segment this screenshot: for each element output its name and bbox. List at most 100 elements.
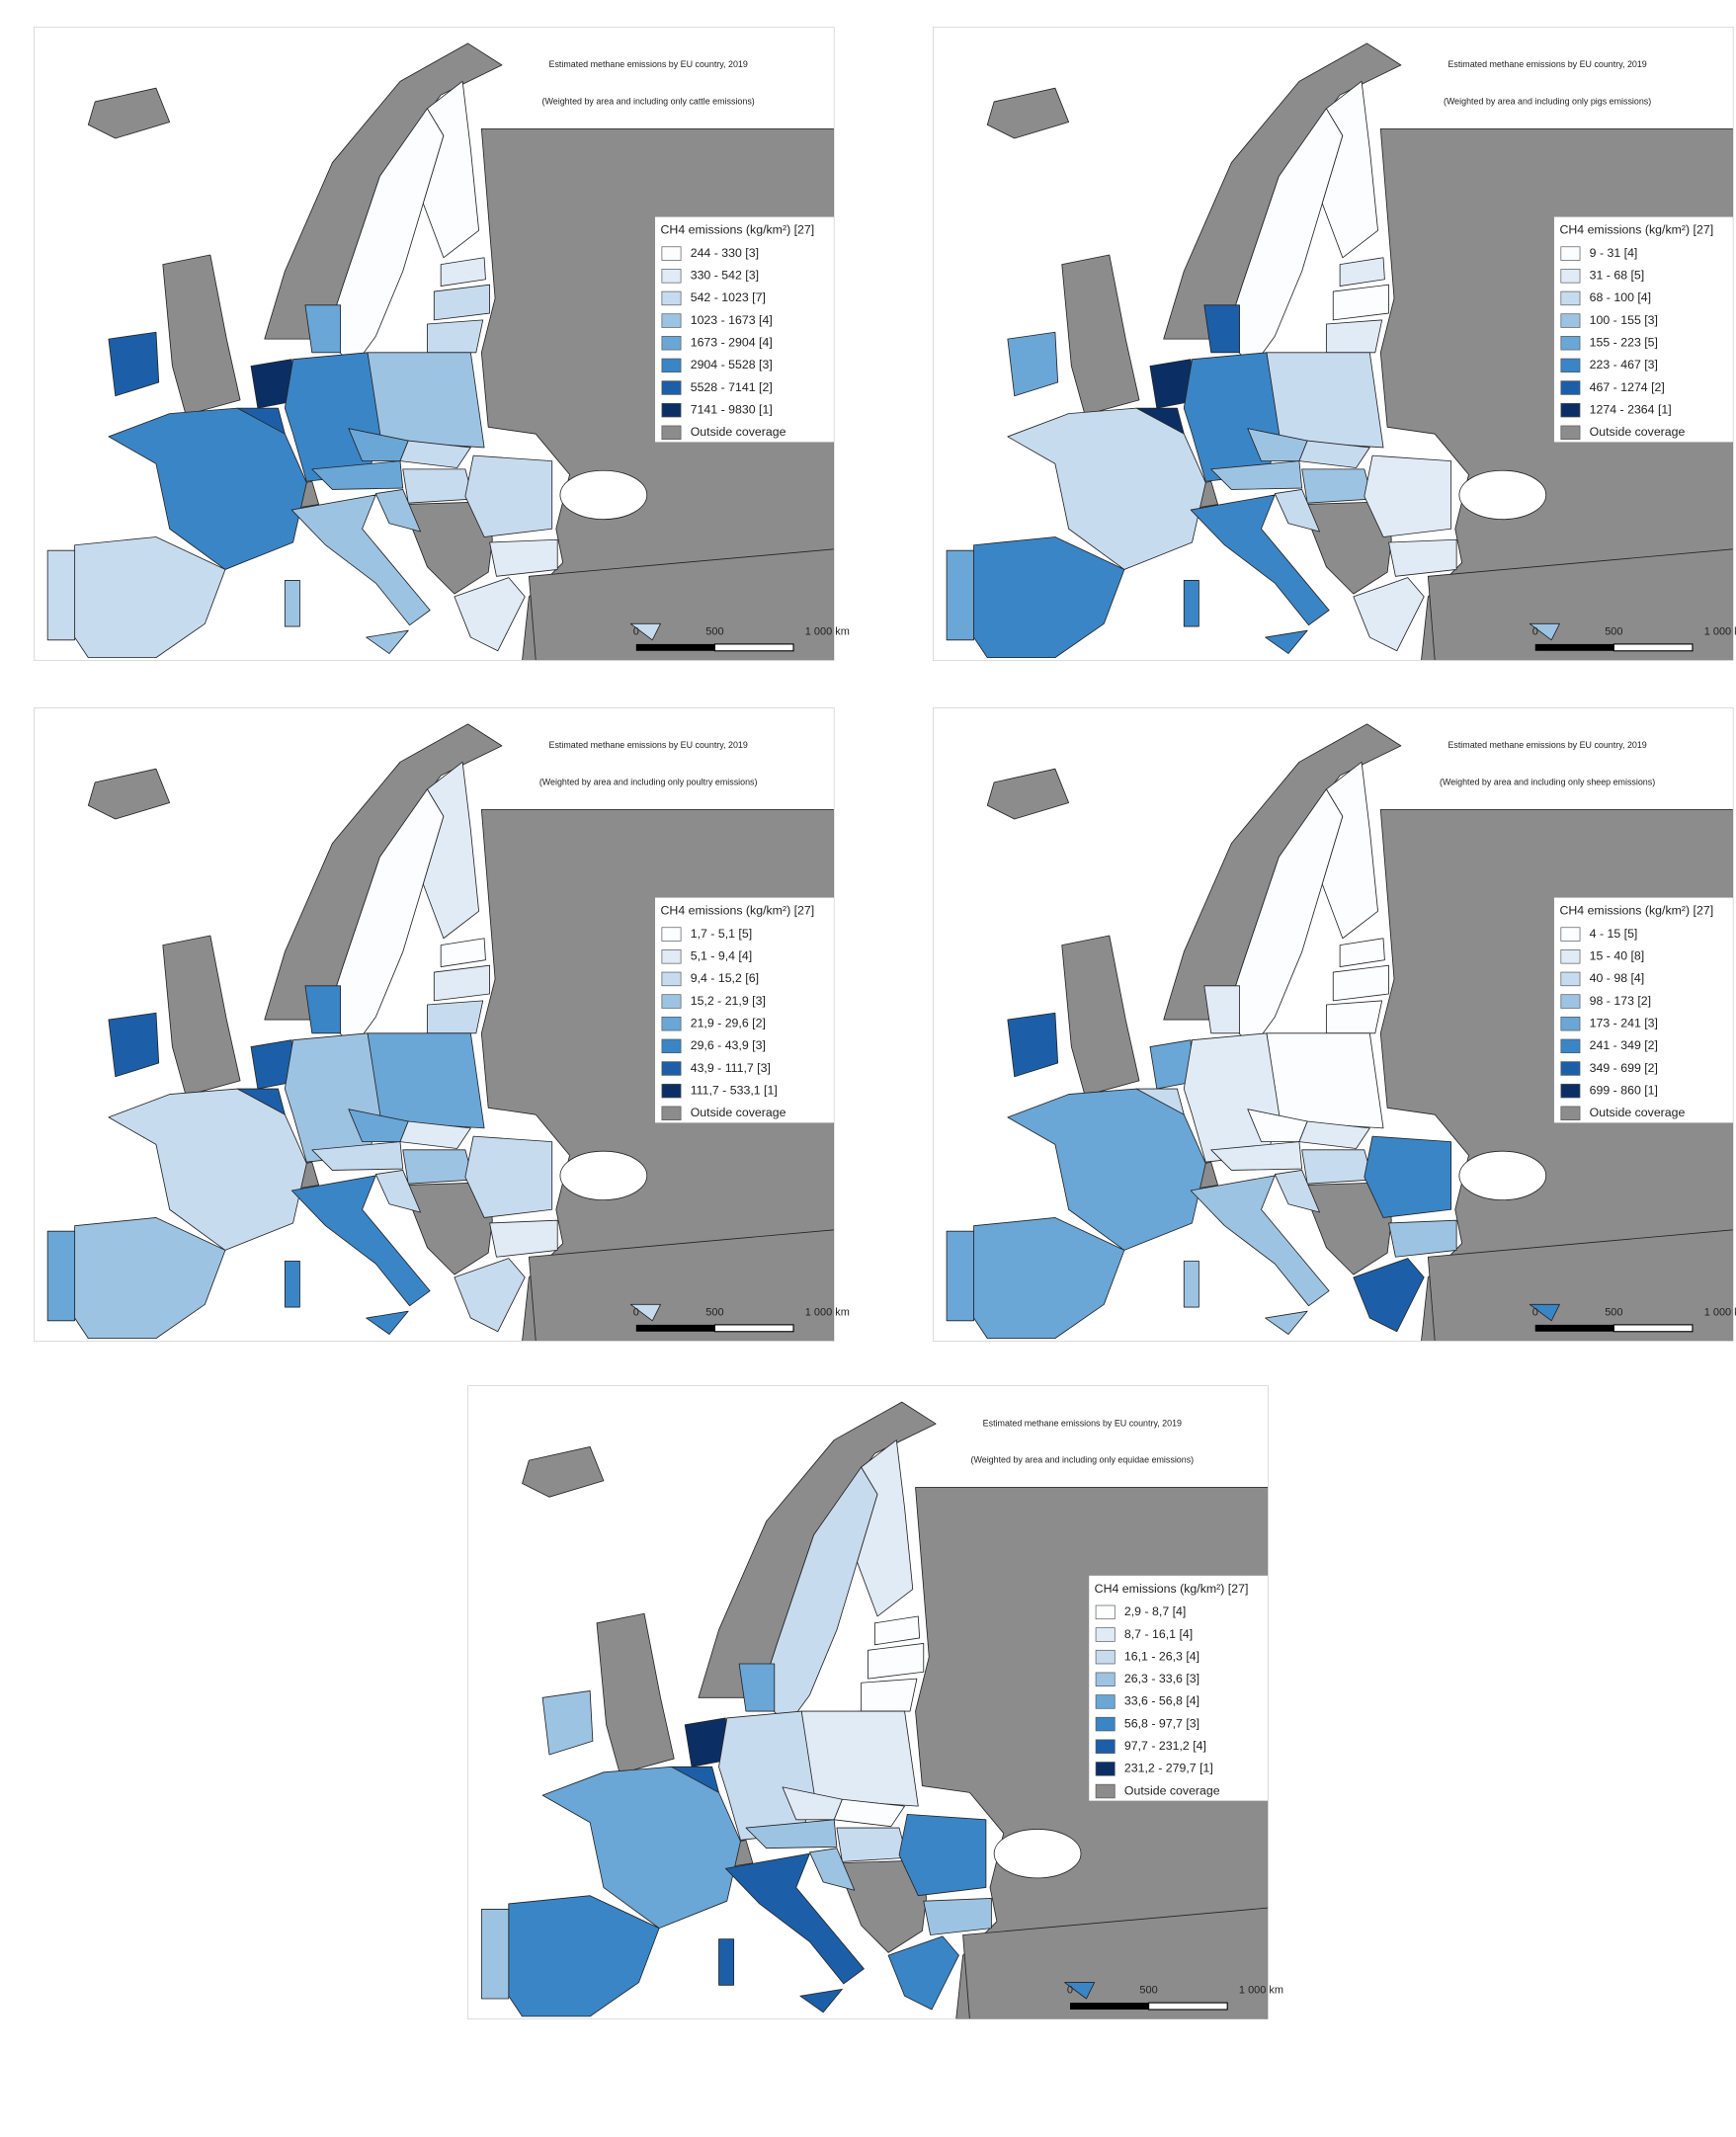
country: [799, 1988, 843, 2014]
legend-label: 467 - 1274 [2]: [1590, 380, 1665, 394]
country: [1325, 319, 1383, 354]
country: [290, 1175, 431, 1307]
scale-label: 500: [1139, 1985, 1157, 1997]
legend-label: Outside coverage: [1124, 1783, 1220, 1797]
legend-label: 1673 - 2904 [4]: [691, 335, 773, 349]
legend-swatch: [1560, 949, 1581, 964]
legend-label: 29,6 - 43,9 [3]: [691, 1038, 766, 1052]
country: [304, 304, 342, 354]
country: [1529, 622, 1560, 641]
scale-label: 1 000 km: [1704, 625, 1736, 637]
country: [1388, 1219, 1457, 1258]
scale-bar: [1612, 1324, 1694, 1333]
legend-swatch: [1560, 994, 1581, 1009]
legend-swatch: [1095, 1627, 1116, 1642]
legend-swatch: [1095, 1649, 1116, 1665]
legend-title: CH4 emissions (kg/km²) [27]: [661, 223, 815, 237]
country: [1301, 468, 1373, 504]
country: [454, 1258, 526, 1333]
scale-bar: [1148, 2002, 1228, 2011]
legend-label: 7141 - 9830 [1]: [691, 402, 773, 416]
country: [1353, 1258, 1425, 1333]
sea: [1458, 469, 1547, 521]
legend-label: 2,9 - 8,7 [4]: [1124, 1604, 1186, 1618]
country: [508, 1895, 660, 2017]
legend-swatch: [661, 1106, 682, 1120]
map-subtitle: (Weighted by area and including only pou…: [539, 777, 758, 786]
legend-swatch: [661, 380, 682, 395]
scale-bar: [1534, 643, 1614, 651]
country: [629, 622, 661, 641]
legend-label: 97,7 - 231,2 [4]: [1124, 1739, 1206, 1753]
country: [284, 1032, 382, 1163]
country: [74, 536, 226, 659]
scale-bar: [1069, 2003, 1149, 2010]
legend-label: 16,1 - 26,3 [4]: [1124, 1649, 1199, 1663]
outside-area: [162, 935, 241, 1097]
country: [433, 284, 490, 321]
country: [1210, 1141, 1303, 1171]
country: [1007, 407, 1206, 570]
outside-area: [1427, 1229, 1734, 1342]
country: [1183, 1032, 1281, 1163]
map-panel: Estimated methane emissions by EU countr…: [34, 27, 850, 661]
country: [898, 1813, 987, 1897]
legend-label: 98 - 173 [2]: [1590, 994, 1651, 1008]
scale-label: 0: [1532, 1306, 1538, 1318]
map-panel: Estimated methane emissions by EU countr…: [34, 707, 850, 1342]
legend-swatch: [1095, 1716, 1116, 1732]
legend-label: 1023 - 1673 [4]: [691, 313, 773, 327]
country: [836, 1827, 908, 1862]
scale-label: 0: [1532, 625, 1538, 637]
scale-bar: [713, 643, 794, 652]
legend-label: 542 - 1023 [7]: [691, 290, 766, 304]
legend-swatch: [1560, 246, 1581, 261]
outside-area: [1061, 254, 1140, 416]
country: [427, 319, 484, 354]
country: [1266, 352, 1384, 449]
scale-label: 500: [705, 1306, 723, 1318]
country: [311, 460, 404, 490]
legend-swatch: [1560, 269, 1581, 284]
country: [433, 964, 490, 1002]
legend-label: 2904 - 5528 [3]: [691, 358, 773, 371]
country: [718, 1938, 735, 1986]
map-subtitle: (Weighted by area and including only pig…: [1444, 96, 1651, 106]
country: [1210, 460, 1303, 490]
country: [108, 1012, 160, 1078]
outside-area: [162, 254, 241, 416]
country: [1325, 1000, 1383, 1034]
legend-label: 5,1 - 9,4 [4]: [691, 949, 752, 963]
country: [108, 1088, 307, 1251]
scale-label: 0: [633, 625, 639, 637]
country: [946, 1230, 974, 1322]
country: [738, 1663, 776, 1712]
map-subtitle: (Weighted by area and including only she…: [1440, 777, 1655, 786]
country: [399, 1120, 471, 1149]
country: [724, 1852, 865, 1985]
legend-swatch: [1095, 1783, 1116, 1799]
scale-label: 1 000 km: [805, 1306, 850, 1318]
scale-bar: [1534, 1324, 1614, 1332]
legend-swatch: [661, 1038, 682, 1054]
country: [1332, 964, 1389, 1002]
country: [1529, 1303, 1560, 1322]
legend-swatch: [1095, 1672, 1116, 1686]
legend-swatch: [661, 313, 682, 328]
outside-area: [986, 768, 1070, 820]
country: [1298, 440, 1370, 468]
panel-frame: [467, 1385, 1269, 2019]
legend-title: CH4 emissions (kg/km²) [27]: [661, 904, 815, 918]
outside-area: [1427, 548, 1734, 661]
legend-label: 1274 - 2364 [1]: [1590, 402, 1672, 416]
legend-label: 173 - 241 [3]: [1590, 1016, 1658, 1029]
country: [973, 536, 1125, 659]
legend-swatch: [661, 949, 682, 964]
map-subtitle: (Weighted by area and including only cat…: [542, 96, 755, 106]
map-title: Estimated methane emissions by EU countr…: [1447, 740, 1646, 750]
country: [374, 1170, 421, 1213]
country: [440, 938, 486, 967]
legend-swatch: [1095, 1694, 1116, 1709]
